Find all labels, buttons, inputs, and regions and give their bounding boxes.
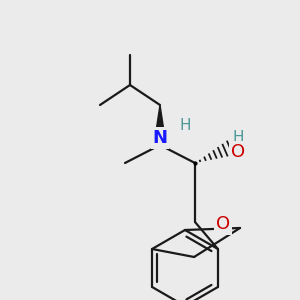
Text: H: H: [232, 130, 244, 146]
Text: O: O: [231, 143, 245, 161]
Text: O: O: [216, 215, 230, 233]
Text: N: N: [152, 129, 167, 147]
Polygon shape: [155, 105, 165, 138]
Text: H: H: [179, 118, 191, 133]
